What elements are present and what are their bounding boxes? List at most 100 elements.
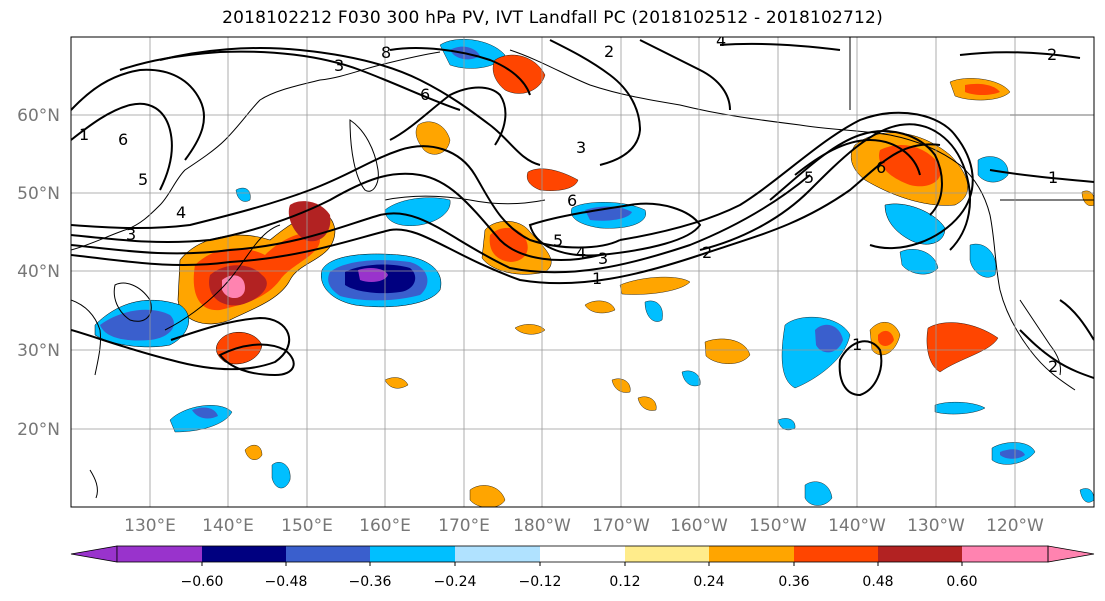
shade-pos-st7 <box>384 377 409 389</box>
contour-9 <box>769 130 943 216</box>
lon-label: 170°W <box>592 516 650 536</box>
lat-label: 20°N <box>17 420 60 440</box>
colorbar-tick-label: −0.36 <box>349 574 392 590</box>
shade-neg-st2b <box>815 324 843 353</box>
contour-label: 3 <box>576 138 586 157</box>
colorbar-tick-label: 0.24 <box>693 574 724 590</box>
contour-5 <box>71 145 621 249</box>
colorbar-frame <box>116 545 1049 563</box>
shade-neg-st1 <box>644 300 663 322</box>
lat-label: 40°N <box>17 262 60 282</box>
shade-pos-st10 <box>244 444 263 460</box>
coast-namerica <box>889 134 1076 391</box>
shade-neg-st7 <box>934 401 986 415</box>
colorbar-tick-label: 0.36 <box>778 574 809 590</box>
shade-pos-st11 <box>469 485 506 507</box>
contour-23 <box>1019 329 1094 379</box>
contour-label: 4 <box>576 243 586 262</box>
colorbar-extend-min <box>70 545 118 563</box>
contour-25 <box>218 343 295 377</box>
contour-label: 1 <box>79 125 89 144</box>
shade-pos-japan-5 <box>288 201 331 242</box>
shade-pos-st1 <box>619 276 691 295</box>
coast-aleutians <box>384 195 546 205</box>
colorbar-segment <box>540 546 625 562</box>
contour-21 <box>989 169 1094 183</box>
latitude-labels: 60°N 50°N 40°N 30°N 20°N <box>17 106 60 440</box>
shade-neg-st8b <box>1000 449 1025 459</box>
coast-japan <box>164 224 281 331</box>
lon-label: 120°W <box>986 516 1044 536</box>
shade-pos-st9 <box>637 396 657 411</box>
colorbar-segment <box>794 546 878 562</box>
lon-label: 130°E <box>124 516 176 536</box>
longitude-labels: 130°E 140°E 150°E 160°E 170°E 180°W 170°… <box>124 516 1044 536</box>
colorbar-segment <box>709 546 794 562</box>
contour-24 <box>838 340 883 397</box>
shade-pos-st4b <box>878 330 894 346</box>
shade-neg-160e-4 <box>358 267 388 283</box>
contour-13 <box>71 68 205 161</box>
shade-neg-alaska <box>884 203 946 245</box>
contour-14 <box>71 102 173 191</box>
lon-label: 150°E <box>281 516 333 536</box>
lon-label: 130°W <box>907 516 965 536</box>
map-title: 2018102212 F030 300 hPa PV, IVT Landfall… <box>222 8 883 28</box>
contour-15 <box>389 47 531 96</box>
shade-pos-165w <box>527 168 579 191</box>
contour-10 <box>794 138 921 176</box>
colorbar-segment <box>625 546 709 562</box>
contour-12 <box>119 50 461 111</box>
contour-label: 6 <box>876 158 886 177</box>
lat-label: 30°N <box>17 341 60 361</box>
contour-label: 1 <box>592 269 602 288</box>
shade-neg-kamchatka <box>384 197 451 226</box>
contour-20 <box>959 51 1081 59</box>
contour-label: 5 <box>138 170 148 189</box>
contour-7 <box>619 111 974 250</box>
colorbar-segment <box>962 546 1048 562</box>
contour-4 <box>71 172 601 261</box>
lon-label: 170°E <box>438 516 490 536</box>
colorbar-ticks: −0.60 −0.48 −0.36 −0.24 −0.12 0.12 0.24 … <box>181 562 978 590</box>
colorbar-tick-label: 0.12 <box>609 574 640 590</box>
colorbar-segment <box>455 546 540 562</box>
coast-china <box>71 299 101 376</box>
map-frame <box>70 36 1095 508</box>
contour-2 <box>71 143 941 285</box>
lon-label: 140°E <box>202 516 254 536</box>
shade-neg-st4b <box>192 407 218 419</box>
colorbar-tick-label: −0.48 <box>265 574 308 590</box>
contour-label: 4 <box>176 203 186 222</box>
colorbar-tick-label: −0.60 <box>181 574 224 590</box>
colorbar-segment <box>370 546 455 562</box>
shade-pos-canada-2 <box>965 83 1000 95</box>
shade-neg-ne <box>977 156 1009 183</box>
contour-label: 6 <box>118 130 128 149</box>
contour-label: 3 <box>598 249 608 268</box>
shade-pos-st2 <box>584 300 616 314</box>
colorbar-segments <box>70 545 1095 563</box>
colorbar-segment <box>286 546 370 562</box>
contour-8 <box>699 123 971 251</box>
lon-label: 160°E <box>359 516 411 536</box>
contour-label: 3 <box>126 225 136 244</box>
coast-taiwan <box>89 469 98 499</box>
lon-label: 150°W <box>749 516 807 536</box>
contour-1 <box>71 316 291 371</box>
coast-baja <box>1019 299 1061 376</box>
contour-label: 4 <box>716 31 726 50</box>
contour-17 <box>549 39 642 166</box>
shade-neg-st3 <box>681 370 701 387</box>
coast-kamchatka <box>349 119 379 192</box>
contour-labels: 2 4 2 3 8 6 3 6 3 5 5 4 3 2 1 6 5 4 1 2 … <box>79 31 1058 376</box>
contour-label: 6 <box>420 85 430 104</box>
colorbar: −0.60 −0.48 −0.36 −0.24 −0.12 0.12 0.24 … <box>70 545 1095 590</box>
shade-neg-korea-2 <box>100 309 174 341</box>
contour-label: 2 <box>702 243 712 262</box>
shade-pos-st6 <box>514 324 546 335</box>
colorbar-tick-label: −0.12 <box>519 574 562 590</box>
contour-22 <box>1059 299 1094 341</box>
lon-label: 180°W <box>513 516 571 536</box>
lat-label: 60°N <box>17 106 60 126</box>
